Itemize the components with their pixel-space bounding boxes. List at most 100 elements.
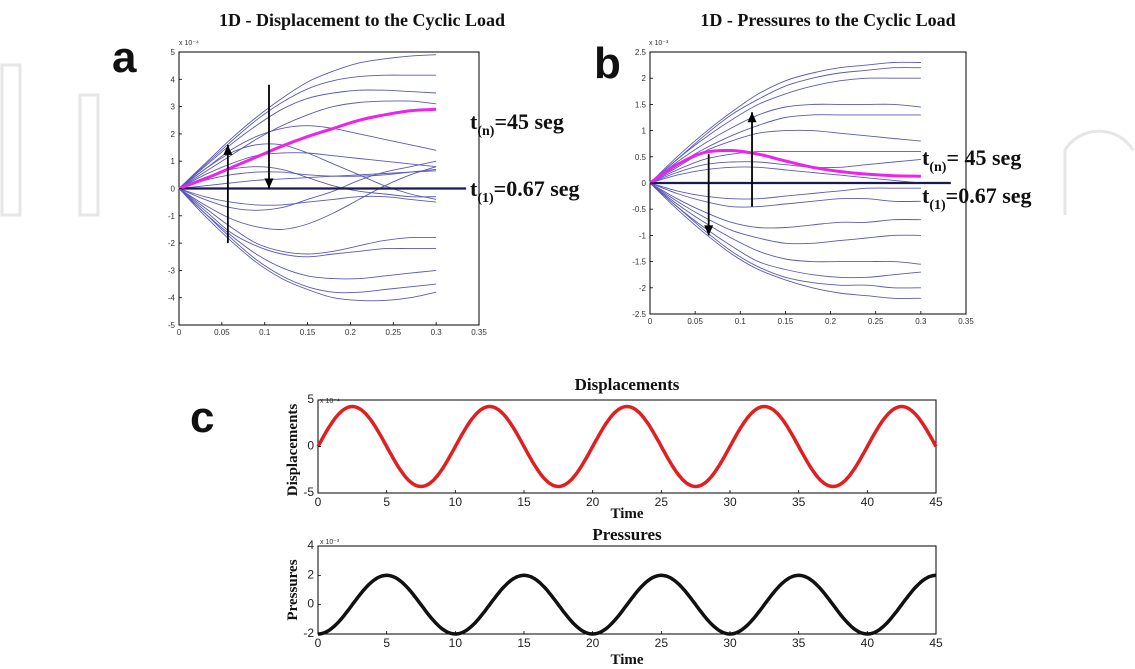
series-line-6 [649,150,921,184]
series-line-9 [178,160,437,211]
panel-a-y-ticks: 5 4 3 2 1 0 -1 -2 -3 -4 -5 [168,48,182,330]
series-line-1 [649,67,921,184]
panel-c-bottom-title: Pressures [592,525,662,544]
x-tick-label: 0.25 [868,317,884,326]
panel-c-bottom-y-ticks: 4 2 0 -2 [303,538,321,640]
x-tick-label: 15 [517,636,531,650]
series-line-12 [649,182,921,245]
y-tick-label: 1 [171,157,176,166]
y-tick-label: 4 [171,75,176,84]
y-tick-label: -4 [168,294,176,303]
y-tick-label: -5 [168,321,176,330]
x-tick-label: 30 [723,636,737,650]
x-tick-label: 25 [655,636,669,650]
panel-a-annotation-t1: t(1)=0.67 seg [470,176,580,206]
y-tick-label: 2 [307,567,314,581]
highlight-tn-line [178,107,437,190]
series-line-10 [178,188,437,206]
y-tick-label: 2 [642,74,647,83]
watermark-shapes [0,63,1135,217]
x-tick-label: 0.2 [825,317,837,326]
x-tick-label: 0.1 [259,328,271,337]
y-tick-label: 5 [171,48,176,57]
x-tick-label: 0.2 [345,328,357,337]
series-line-0 [178,54,437,189]
x-tick-label: 0 [177,328,182,337]
x-tick-label: 0 [648,317,653,326]
y-tick-label: 0 [171,185,176,194]
x-tick-label: 5 [383,495,390,509]
panel-a-exponent: x 10⁻⁴ [179,40,199,47]
y-tick-label: 1.5 [635,100,647,109]
y-tick-label: -5 [303,485,314,499]
panel-c-bottom-plot-area [317,545,937,636]
panel-c-top-xlabel: Time [610,506,643,522]
y-tick-label: -3 [168,266,176,275]
x-tick-label: 0.3 [431,328,443,337]
panel-c-bottom-xlabel: Time [610,652,643,668]
series-line-11 [178,166,437,230]
series-line-14 [649,182,921,279]
y-tick-label: 2 [171,130,176,139]
x-tick-label: 0 [315,495,322,509]
y-tick-label: -2 [639,284,647,293]
panel-b-letter: b [594,39,621,88]
panel-b-exponent: x 10⁻³ [649,40,669,47]
panel-a-displacement-chart: 1D - Displacement to the Cyclic Load a x… [112,10,580,337]
panel-b-y-ticks: 2.5 2 1.5 1 0.5 0 -0.5 -1 -1.5 -2 -2.5 [632,48,653,319]
series-line-7 [178,168,437,189]
panel-a-title: 1D - Displacement to the Cyclic Load [219,10,505,30]
panel-b-annotation-t1: t(1)=0.67 seg [922,183,1032,213]
y-tick-label: 0 [307,597,314,611]
series-line-0 [649,61,921,184]
highlight-tn-line [649,148,921,185]
y-tick-label: 1 [642,127,647,136]
arrow-0-head [223,144,233,155]
y-tick-label: -0.5 [632,205,646,214]
x-tick-label: 0.35 [471,328,487,337]
series-line-15 [649,182,921,289]
series-line-9 [649,182,921,200]
panel-c-letter: c [190,393,214,442]
panel-b-plot-area [649,51,967,315]
wave-series-line [316,404,938,489]
series-line-4 [178,125,437,189]
y-tick-label: 0 [307,439,314,453]
arrow-1-head [264,178,274,189]
y-tick-label: 5 [307,392,314,406]
series-line-8 [649,166,921,184]
series-line-1 [178,74,437,189]
panel-c-bottom-x-ticks: 0 5 10 15 20 25 30 35 40 45 [315,631,943,650]
x-tick-label: 35 [792,495,806,509]
arrow-1-head [704,225,714,236]
x-tick-label: 0.1 [735,317,747,326]
series-line-2 [178,89,437,189]
x-tick-label: 10 [449,495,463,509]
panel-c-top-ylabel: Displacements [285,404,301,497]
series-line-3 [178,100,437,189]
series-line-12 [178,188,437,255]
series-line-10 [649,182,921,208]
series-line-13 [178,188,437,258]
x-tick-label: 45 [929,636,943,650]
x-tick-label: 20 [586,636,600,650]
x-tick-label: 40 [861,636,875,650]
panel-a-annotation-tn: t(n)=45 seg [470,109,564,139]
x-tick-label: 25 [655,495,669,509]
x-tick-label: 15 [517,495,531,509]
panel-c-bottom-ylabel: Pressures [285,559,301,620]
panel-b-pressure-chart: 1D - Pressures to the Cyclic Load b x 10… [594,10,1032,326]
series-line-2 [649,77,921,184]
x-tick-label: 45 [929,495,943,509]
panel-c-bottom-exponent: x 10⁻³ [320,539,340,546]
series-line-15 [178,188,437,294]
x-tick-label: 0.25 [385,328,401,337]
panel-c-time-series: c Displacements x 10⁻⁴ Displacements 0 5 1… [190,375,943,668]
x-tick-label: 0.15 [300,328,316,337]
x-tick-label: 5 [383,636,390,650]
panel-a-plot-area [178,51,480,326]
series-line-6 [178,143,437,200]
series-line-13 [649,182,921,265]
series-line-14 [178,188,437,280]
